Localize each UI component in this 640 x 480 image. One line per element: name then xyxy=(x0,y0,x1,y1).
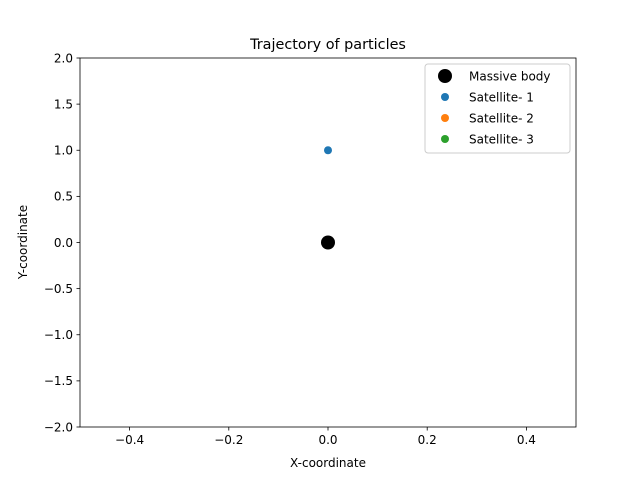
y-tick-label: −0.5 xyxy=(44,282,73,296)
axis-ticks: −0.4 −0.2 0.0 0.2 0.4 −2.0 −1.5 −1.0 −0.5 0.0 0.5 1… xyxy=(44,51,536,447)
y-tick-label: 2.0 xyxy=(54,51,73,65)
y-tick-label: 0.5 xyxy=(54,190,73,204)
legend-label: Satellite- 1 xyxy=(469,90,534,104)
x-tick-label: −0.4 xyxy=(115,433,144,447)
legend-marker xyxy=(441,135,449,143)
legend-label: Massive body xyxy=(469,69,551,83)
x-tick-label: −0.2 xyxy=(214,433,243,447)
y-tick-label: 1.0 xyxy=(54,144,73,158)
y-axis-label: Y-coordinate xyxy=(16,205,30,280)
x-tick-label: 0.0 xyxy=(318,433,337,447)
data-point xyxy=(321,235,335,250)
y-tick-label: −1.0 xyxy=(44,328,73,342)
legend: Massive body Satellite- 1 Satellite- 2 Sate… xyxy=(424,63,571,154)
chart-title: Trajectory of particles xyxy=(249,37,406,53)
legend-box xyxy=(424,63,571,154)
plot-frame xyxy=(79,57,577,428)
legend-marker xyxy=(441,114,449,122)
legend-marker xyxy=(438,69,452,83)
legend-label: Satellite- 2 xyxy=(469,111,534,125)
legend-label: Satellite- 3 xyxy=(469,132,534,146)
data-point xyxy=(324,146,332,155)
x-axis-label: X-coordinate xyxy=(290,456,366,470)
y-tick-label: −1.5 xyxy=(44,374,73,388)
x-tick-label: 0.4 xyxy=(517,433,536,447)
plot-marks xyxy=(321,146,335,250)
y-tick-label: 0.0 xyxy=(54,236,73,250)
x-tick-label: 0.2 xyxy=(418,433,437,447)
legend-marker xyxy=(441,93,449,101)
y-tick-label: 1.5 xyxy=(54,97,73,111)
y-tick-label: −2.0 xyxy=(44,420,73,434)
